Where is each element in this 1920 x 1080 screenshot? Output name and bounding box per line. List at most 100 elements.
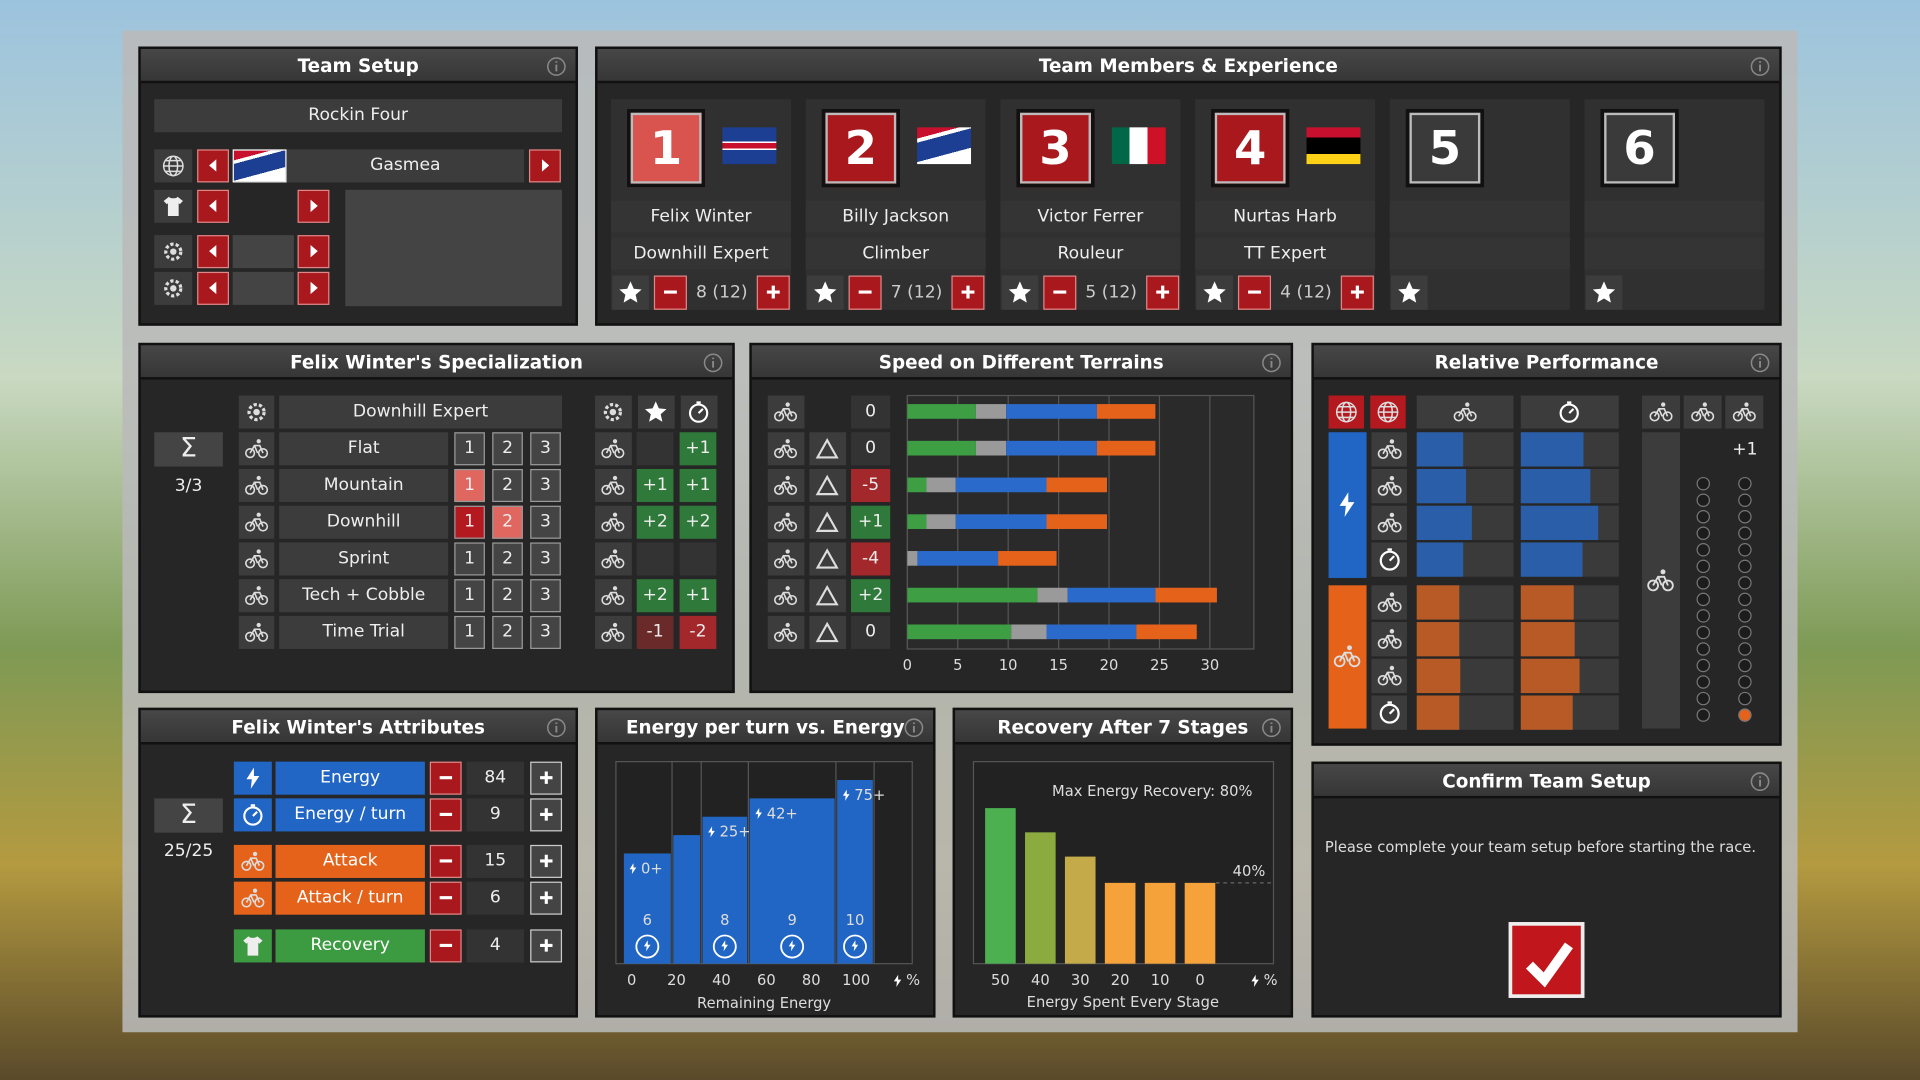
x-tick-label: 20 (1111, 972, 1130, 989)
perf-row-icon-glyph-part (1381, 445, 1397, 455)
attribute-plus[interactable] (530, 761, 563, 795)
terrain-icon-glyph-part (244, 594, 256, 606)
perf-bar (1520, 695, 1573, 730)
confirm-button[interactable] (1508, 922, 1585, 998)
info-icon[interactable] (698, 348, 727, 377)
bonus-terrain-icon-glyph-part (614, 447, 626, 459)
bolt-icon (842, 789, 850, 801)
bonus-cell: +1 (679, 468, 717, 503)
terrain-icon-glyph-part (787, 521, 798, 532)
attribute-icon-glyph-part (254, 860, 265, 871)
setup-next[interactable] (297, 189, 330, 223)
setup-prev[interactable] (197, 189, 229, 223)
perf-bar (1416, 622, 1460, 657)
level-box[interactable]: 3 (530, 542, 561, 576)
sum-value: 3/3 (174, 476, 203, 496)
terrain-icon-glyph-part (244, 554, 269, 569)
level-dot (1696, 526, 1711, 541)
attribute-plus[interactable] (530, 881, 563, 915)
perf-bar (1520, 622, 1575, 657)
perf-header-icon-glyph (1335, 401, 1357, 423)
member-badge[interactable]: 5 (1405, 108, 1485, 188)
level-box[interactable]: 2 (492, 542, 523, 576)
member-badge[interactable]: 6 (1600, 108, 1679, 188)
level-box[interactable]: 1 (454, 505, 485, 539)
perf-header-icon-glyph-part (1336, 405, 1356, 419)
perf-header-icon-glyph-part (1560, 403, 1580, 423)
setup-next[interactable] (297, 271, 330, 305)
level-box[interactable]: 2 (492, 468, 523, 503)
level-box[interactable]: 1 (454, 615, 485, 649)
info-icon[interactable] (899, 713, 928, 742)
setup-prev[interactable] (197, 271, 229, 305)
level-box[interactable]: 3 (530, 468, 561, 503)
level-box[interactable]: 3 (530, 579, 561, 613)
terrain-icon-glyph-part (778, 591, 794, 601)
bonus-terrain-icon-glyph (601, 622, 626, 642)
level-box[interactable]: 3 (530, 615, 561, 649)
level-box[interactable]: 2 (492, 505, 523, 539)
level-box[interactable]: 2 (492, 432, 523, 466)
attribute-minus[interactable] (429, 761, 462, 795)
terrain-icon-glyph-part (249, 591, 264, 601)
attribute-minus[interactable] (429, 929, 462, 963)
perf-header-icon-glyph-part (1691, 408, 1715, 422)
perf-header-icon-glyph (1732, 402, 1756, 422)
level-box[interactable]: 1 (454, 579, 485, 613)
member-badge[interactable]: 3 (1016, 108, 1095, 188)
member-plus[interactable] (756, 275, 790, 310)
attribute-name: Recovery (275, 929, 425, 963)
info-icon[interactable] (1745, 51, 1774, 80)
bonus-terrain-icon-glyph-part (601, 631, 613, 642)
member-plus[interactable] (1146, 275, 1180, 310)
setup-prev-glyph (208, 200, 217, 213)
info-icon-glyph-part (1750, 353, 1769, 372)
member-plus[interactable] (1340, 275, 1374, 310)
attribute-minus[interactable] (429, 881, 462, 915)
member-badge[interactable]: 4 (1211, 108, 1290, 188)
spec-icon-glyph (247, 402, 266, 422)
perf-row-icon-glyph-part (1377, 522, 1388, 533)
attribute-minus[interactable] (429, 798, 462, 832)
member-minus[interactable] (653, 275, 687, 310)
perf-bar (1416, 542, 1464, 577)
attribute-plus[interactable] (530, 929, 563, 963)
attribute-plus[interactable] (530, 844, 563, 878)
setup-next[interactable] (297, 235, 330, 269)
attribute-plus[interactable] (530, 798, 563, 832)
perf-row-icon-glyph-part (1389, 592, 1394, 597)
member-star (1196, 275, 1234, 310)
info-icon[interactable] (541, 713, 570, 742)
terrain-icon-glyph-part (257, 521, 269, 532)
country-prev[interactable] (197, 149, 229, 183)
level-box[interactable]: 2 (492, 579, 523, 613)
country-next[interactable] (528, 149, 561, 183)
member-star (1585, 275, 1623, 310)
perf-row-icon-glyph (1377, 665, 1402, 686)
member-plus[interactable] (951, 275, 985, 310)
level-box[interactable]: 3 (530, 432, 561, 466)
bonus-terrain-icon-glyph-part (606, 628, 621, 638)
attribute-plus-glyph (539, 891, 553, 905)
member-minus[interactable] (1237, 275, 1272, 310)
setup-prev[interactable] (197, 235, 229, 269)
member-badge[interactable]: 2 (821, 108, 901, 188)
info-icon[interactable] (541, 51, 570, 80)
level-dot (1738, 609, 1752, 623)
attribute-minus[interactable] (429, 844, 462, 878)
info-icon[interactable] (1256, 348, 1285, 377)
info-icon[interactable] (1256, 713, 1285, 742)
perf-header-icon (1642, 395, 1681, 429)
level-box[interactable]: 1 (454, 468, 485, 503)
level-box[interactable]: 3 (530, 505, 561, 539)
member-minus[interactable] (848, 275, 882, 310)
member-minus[interactable] (1043, 275, 1077, 310)
info-icon[interactable] (1745, 348, 1774, 377)
level-box[interactable]: 1 (454, 542, 485, 576)
info-icon[interactable] (1745, 767, 1774, 796)
level-box[interactable]: 2 (492, 615, 523, 649)
terrain-icon-glyph-part (774, 591, 798, 606)
member-role (1389, 237, 1570, 270)
member-badge[interactable]: 1 (626, 108, 706, 188)
level-box[interactable]: 1 (454, 432, 485, 466)
